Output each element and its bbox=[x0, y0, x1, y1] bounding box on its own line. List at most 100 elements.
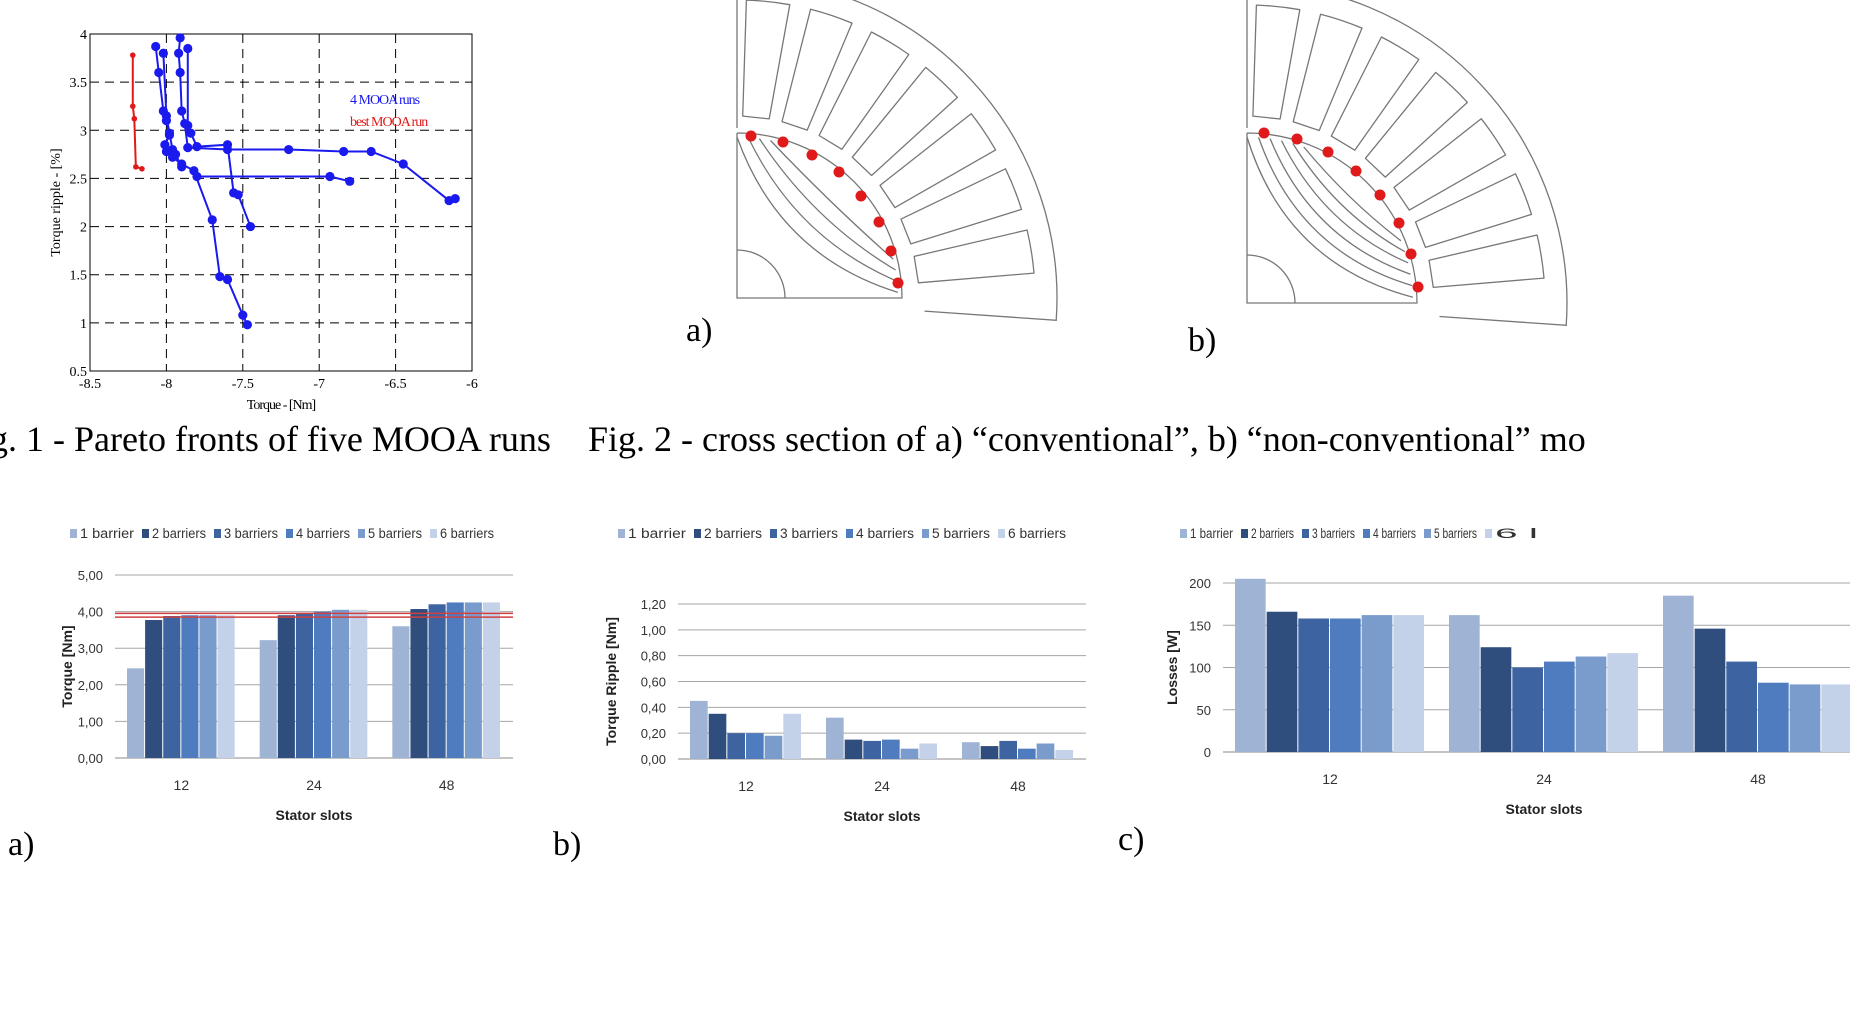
y-tick-label: 2,00 bbox=[78, 678, 103, 693]
bar bbox=[1512, 667, 1543, 752]
optimization-point bbox=[1374, 189, 1386, 201]
y-tick-label: 0.5 bbox=[70, 365, 88, 380]
flux-barrier bbox=[1292, 143, 1406, 253]
legend-swatch bbox=[286, 529, 293, 538]
y-tick-label: 200 bbox=[1189, 576, 1211, 591]
pareto-point bbox=[192, 142, 202, 152]
y-tick-label: 1,00 bbox=[641, 623, 666, 638]
pareto-point bbox=[154, 67, 164, 78]
pareto-point bbox=[175, 33, 185, 43]
x-tick-label: -6 bbox=[466, 377, 478, 392]
bar bbox=[999, 740, 1017, 759]
flux-barrier bbox=[1280, 140, 1409, 264]
optimization-point bbox=[833, 166, 845, 178]
x-tick-label: -7.5 bbox=[232, 377, 254, 392]
x-tick-label: 48 bbox=[1750, 771, 1766, 787]
pareto-point bbox=[161, 111, 171, 121]
x-tick-label: 48 bbox=[1010, 778, 1026, 794]
pareto-point bbox=[170, 149, 181, 159]
bar bbox=[217, 615, 235, 758]
flux-barrier bbox=[736, 136, 899, 294]
legend-swatch bbox=[1485, 529, 1492, 538]
bar bbox=[410, 609, 428, 758]
bar bbox=[163, 615, 181, 758]
motor-a-diagram bbox=[736, 0, 1058, 321]
bar bbox=[900, 748, 919, 759]
stator-outline bbox=[736, 0, 1058, 321]
bar bbox=[1361, 615, 1393, 752]
optimization-point bbox=[1258, 127, 1270, 139]
pareto-point bbox=[207, 215, 217, 225]
stator-slot bbox=[851, 66, 959, 177]
optimization-point bbox=[1291, 133, 1303, 145]
fig2-caption: Fig. 2 - cross section of a) “convention… bbox=[588, 419, 1586, 459]
stator-slot bbox=[1252, 4, 1301, 120]
legend-label: 5 barriers bbox=[368, 526, 422, 541]
legend-swatch bbox=[846, 529, 853, 538]
legend-label: 6 l bbox=[1495, 526, 1538, 541]
y-tick-label: 1,20 bbox=[641, 597, 666, 612]
bar bbox=[1018, 748, 1036, 759]
y-axis-label: Torque ripple - [%] bbox=[49, 148, 64, 256]
legend-swatch bbox=[214, 529, 221, 538]
stator-slot bbox=[1364, 71, 1469, 178]
bar bbox=[181, 615, 199, 758]
optimization-point bbox=[777, 136, 789, 148]
bar bbox=[482, 602, 500, 758]
optimization-point bbox=[1405, 248, 1417, 260]
y-axis-label: Torque Ripple [Nm] bbox=[603, 617, 619, 746]
optimization-point bbox=[885, 245, 897, 257]
x-axis-label: Stator slots bbox=[275, 807, 352, 823]
torque-bar-chart: 1 barrier 2 barriers 3 barriers 4 barriers 5… bbox=[59, 526, 513, 823]
y-tick-label: 0,00 bbox=[78, 751, 103, 766]
y-tick-label: 0,20 bbox=[641, 726, 666, 741]
optimization-point bbox=[873, 216, 885, 228]
bar bbox=[127, 668, 145, 758]
optimization-point bbox=[855, 190, 867, 202]
legend-label: 6 barriers bbox=[1008, 526, 1066, 541]
y-tick-label: 0 bbox=[1204, 745, 1211, 760]
pareto-line bbox=[186, 48, 252, 227]
bar bbox=[783, 713, 801, 759]
bar bbox=[746, 733, 764, 759]
pareto-point bbox=[398, 159, 408, 169]
legend-swatch bbox=[358, 529, 365, 538]
y-tick-label: 4,00 bbox=[78, 605, 103, 620]
pareto-point bbox=[192, 171, 202, 182]
y-tick-label: 1.5 bbox=[70, 269, 88, 284]
flux-barrier bbox=[1246, 136, 1414, 298]
bar bbox=[428, 604, 446, 758]
pareto-point bbox=[339, 146, 349, 157]
y-tick-label: 5,00 bbox=[78, 568, 103, 583]
fig1-caption: g. 1 - Pareto fronts of five MOOA runs bbox=[0, 419, 551, 459]
legend-label: 2 barriers bbox=[152, 526, 206, 541]
bar bbox=[464, 602, 482, 758]
y-tick-label: 0,60 bbox=[641, 675, 666, 690]
pareto-point bbox=[158, 48, 168, 58]
legend-label: 3 barriers bbox=[780, 526, 838, 541]
bar bbox=[1607, 653, 1638, 752]
legend-label: 5 barriers bbox=[932, 526, 990, 541]
legend-label: 1 barrier bbox=[1190, 526, 1233, 541]
pareto-chart: -8.5 -8 -7.5 -7 -6.5 -6 0.5 1 1.5 2 2.5 3 3.5 4 Torque… bbox=[49, 28, 478, 413]
optimization-point bbox=[892, 277, 904, 289]
bar bbox=[1480, 647, 1512, 752]
pareto-point bbox=[366, 146, 376, 157]
legend-label: 4 barriers bbox=[1373, 526, 1416, 541]
stator-slot bbox=[913, 229, 1035, 284]
losses-bar-chart: 1 barrier 2 barriers 3 barriers 4 barriers 5… bbox=[1164, 526, 1850, 817]
pareto-point bbox=[133, 164, 139, 170]
bar bbox=[314, 611, 332, 758]
x-axis-label: Torque - [Nm] bbox=[247, 398, 316, 413]
bar bbox=[844, 739, 863, 759]
fig2-label-a: a) bbox=[686, 312, 713, 349]
legend-label: 1 barrier bbox=[80, 526, 135, 541]
legend-swatch bbox=[770, 529, 777, 538]
bar bbox=[1055, 749, 1073, 759]
stator-slot bbox=[742, 0, 791, 120]
bar bbox=[1235, 578, 1266, 752]
bar bbox=[1036, 743, 1055, 759]
legend-label: 3 barriers bbox=[1312, 526, 1355, 541]
legend-label: 4 barriers bbox=[296, 526, 350, 541]
pareto-point bbox=[215, 272, 225, 282]
